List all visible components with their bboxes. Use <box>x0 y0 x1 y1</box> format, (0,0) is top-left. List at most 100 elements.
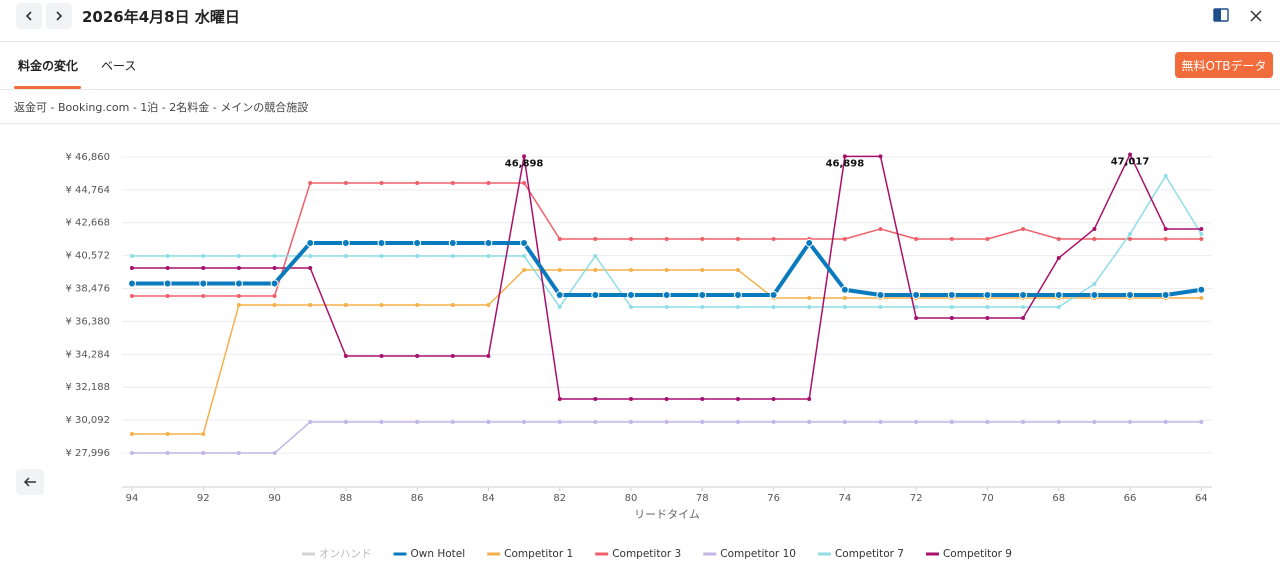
x-tick-label: 86 <box>411 493 424 504</box>
data-point <box>165 293 170 298</box>
data-point <box>270 279 279 288</box>
y-tick-label: ¥ 34,284 <box>65 349 110 360</box>
data-point <box>236 253 241 258</box>
data-point <box>486 419 491 424</box>
data-point <box>201 265 206 270</box>
data-point <box>236 451 241 456</box>
data-point <box>450 253 455 258</box>
data-point <box>1092 236 1097 241</box>
data-label: 46,898 <box>826 158 865 169</box>
data-point <box>878 304 883 309</box>
legend-item: Competitor 3 <box>595 548 681 560</box>
data-point <box>1019 290 1028 299</box>
legend-item: Competitor 9 <box>925 548 1012 560</box>
data-point <box>379 419 384 424</box>
data-point <box>914 304 919 309</box>
data-label: 47,017 <box>1111 156 1150 167</box>
back-icon <box>23 477 36 487</box>
data-point <box>343 302 348 307</box>
data-point <box>840 285 849 294</box>
data-point <box>343 180 348 185</box>
data-point <box>163 279 172 288</box>
data-point <box>129 431 134 436</box>
x-tick-label: 84 <box>482 493 495 504</box>
back-button[interactable] <box>16 469 44 495</box>
tab-active[interactable]: 料金の変化 <box>18 59 79 73</box>
data-point <box>807 295 812 300</box>
data-point <box>700 236 705 241</box>
data-point <box>733 290 742 299</box>
data-point <box>520 238 529 247</box>
data-point <box>557 396 562 401</box>
prev-button[interactable] <box>16 3 42 29</box>
x-tick-label: 74 <box>838 493 851 504</box>
data-point <box>1128 236 1133 241</box>
data-point <box>1163 419 1168 424</box>
data-point <box>1021 315 1026 320</box>
data-point <box>486 353 491 358</box>
data-point <box>199 279 208 288</box>
y-tick-label: ¥ 40,572 <box>65 251 110 262</box>
data-point <box>127 279 136 288</box>
data-point <box>700 396 705 401</box>
data-point <box>379 180 384 185</box>
legend-label: オンハンド <box>319 548 372 560</box>
export-icon[interactable] <box>1213 7 1229 27</box>
x-tick-label: 72 <box>910 493 923 504</box>
data-point <box>1199 226 1204 231</box>
data-point <box>379 353 384 358</box>
data-point <box>842 295 847 300</box>
data-point <box>1128 419 1133 424</box>
data-point <box>735 304 740 309</box>
divider <box>0 123 1280 124</box>
data-point <box>415 253 420 258</box>
tab-underline <box>14 86 81 89</box>
data-point <box>1021 226 1026 231</box>
otb-button[interactable]: 無料OTBデータ <box>1175 52 1273 78</box>
data-point <box>628 267 633 272</box>
data-point <box>1056 304 1061 309</box>
data-point <box>1021 419 1026 424</box>
data-point <box>626 290 635 299</box>
data-point <box>343 419 348 424</box>
data-point <box>272 293 277 298</box>
data-point <box>450 353 455 358</box>
data-point <box>236 265 241 270</box>
y-tick-label: ¥ 30,092 <box>65 415 110 426</box>
data-point <box>985 315 990 320</box>
x-tick-label: 78 <box>696 493 709 504</box>
data-point <box>272 302 277 307</box>
data-point <box>234 279 243 288</box>
next-button[interactable] <box>46 3 72 29</box>
data-point <box>341 238 350 247</box>
x-tick-label: 66 <box>1124 493 1137 504</box>
data-point <box>771 236 776 241</box>
data-point <box>1128 152 1133 157</box>
data-point <box>628 236 633 241</box>
data-point <box>1054 290 1063 299</box>
data-point <box>807 419 812 424</box>
data-point <box>771 304 776 309</box>
data-point <box>1199 231 1204 236</box>
data-point <box>415 353 420 358</box>
tab[interactable]: ベース <box>101 59 137 73</box>
data-point <box>272 265 277 270</box>
data-point <box>557 267 562 272</box>
data-point <box>876 290 885 299</box>
y-tick-label: ¥ 42,668 <box>65 218 110 229</box>
legend-item: Own Hotel <box>393 548 465 560</box>
data-point <box>343 253 348 258</box>
x-tick-label: 94 <box>126 493 139 504</box>
data-point <box>165 431 170 436</box>
data-point <box>236 293 241 298</box>
close-button[interactable] <box>1249 8 1263 27</box>
data-point <box>129 293 134 298</box>
data-point <box>664 267 669 272</box>
data-point <box>129 265 134 270</box>
data-point <box>1199 236 1204 241</box>
data-point <box>486 302 491 307</box>
y-tick-label: ¥ 27,996 <box>65 448 110 459</box>
x-tick-label: 92 <box>197 493 210 504</box>
data-point <box>842 419 847 424</box>
data-point <box>1056 419 1061 424</box>
